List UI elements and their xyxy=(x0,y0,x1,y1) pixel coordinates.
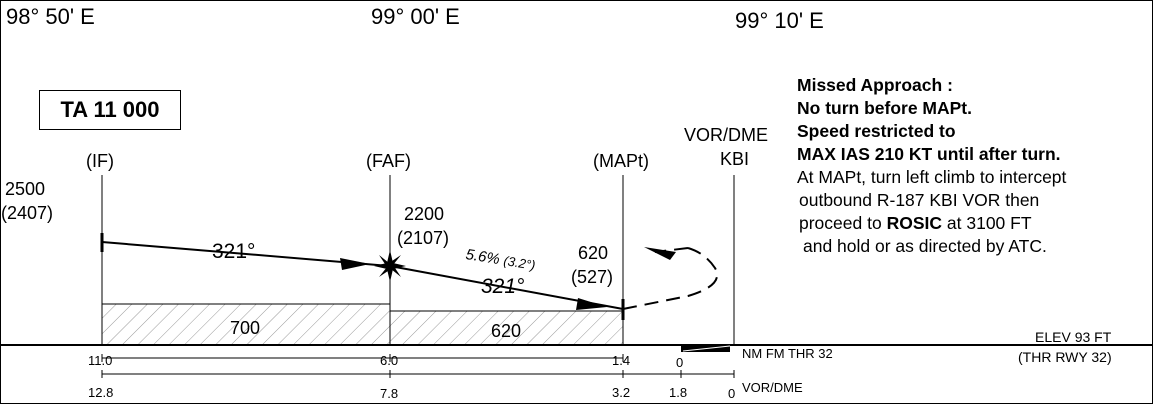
missed-approach-notes: Missed Approach : No turn before MAPt. S… xyxy=(797,74,1066,258)
if-label: (IF) xyxy=(86,151,114,171)
missed-approach-line2: Speed restricted to xyxy=(797,121,956,141)
missed-approach-line4: At MAPt, turn left climb to intercept xyxy=(797,167,1067,187)
missed-approach-path xyxy=(622,247,719,310)
rosic-waypoint: ROSIC xyxy=(886,213,943,233)
missed-approach-line5: outbound R-187 KBI VOR then xyxy=(799,190,1040,210)
if-altitude: 2500 xyxy=(5,179,46,199)
thr-tick-6: 6.0 xyxy=(380,353,399,368)
vor-tick-3-2: 3.2 xyxy=(612,385,631,400)
faf-altitude: 2200 xyxy=(404,204,445,224)
final-arrowhead xyxy=(576,298,607,310)
segment1-minimum: 700 xyxy=(230,318,261,338)
vor-tick-0: 0 xyxy=(728,386,736,401)
faf-altitude-qfe: (2107) xyxy=(397,228,450,248)
longitude-label-3: 99° 10' E xyxy=(735,8,824,33)
missed-approach-line3: MAX IAS 210 KT until after turn. xyxy=(797,144,1061,164)
thr-tick-0: 0 xyxy=(676,355,684,370)
final-track-label: 321° xyxy=(481,275,525,298)
longitude-label-1: 98° 50' E xyxy=(6,4,95,29)
transition-altitude-text: TA 11 000 xyxy=(60,97,160,122)
threshold-label: (THR RWY 32) xyxy=(1018,349,1112,365)
mapt-altitude-qfe: (527) xyxy=(571,267,614,287)
thr-tick-11: 11.0 xyxy=(88,353,113,368)
missed-approach-line7: and hold or as directed by ATC. xyxy=(803,236,1047,256)
initial-arrowhead xyxy=(340,258,370,270)
transition-altitude-box: TA 11 000 xyxy=(39,90,181,130)
vor-tick-1-8: 1.8 xyxy=(669,385,688,400)
missed-approach-line6: proceed to ROSIC at 3100 FT xyxy=(799,213,1032,233)
missed-approach-arrowhead xyxy=(644,247,676,260)
vor-label-line1: VOR/DME xyxy=(684,125,769,145)
vor-scale-label: VOR/DME xyxy=(742,380,803,395)
aerodrome-elevation: ELEV 93 FT xyxy=(1035,329,1112,345)
mapt-label: (MAPt) xyxy=(593,151,649,171)
if-altitude-qfe: (2407) xyxy=(1,203,54,223)
missed-approach-line1: No turn before MAPt. xyxy=(797,98,972,118)
mapt-altitude: 620 xyxy=(578,243,609,263)
thr-scale-label: NM FM THR 32 xyxy=(742,346,833,361)
segment2-minimum: 620 xyxy=(491,321,522,341)
vor-tick-7-8: 7.8 xyxy=(380,386,399,401)
faf-label: (FAF) xyxy=(366,151,411,171)
vor-tick-12-8: 12.8 xyxy=(88,385,114,400)
initial-track-label: 321° xyxy=(212,240,256,263)
longitude-label-2: 99° 00' E xyxy=(371,4,460,29)
vor-label-line2: KBI xyxy=(720,149,750,169)
min-alt-block-2 xyxy=(389,310,624,346)
thr-tick-1-4: 1.4 xyxy=(612,353,631,368)
faf-symbol xyxy=(374,250,406,282)
missed-approach-title: Missed Approach : xyxy=(797,75,953,95)
